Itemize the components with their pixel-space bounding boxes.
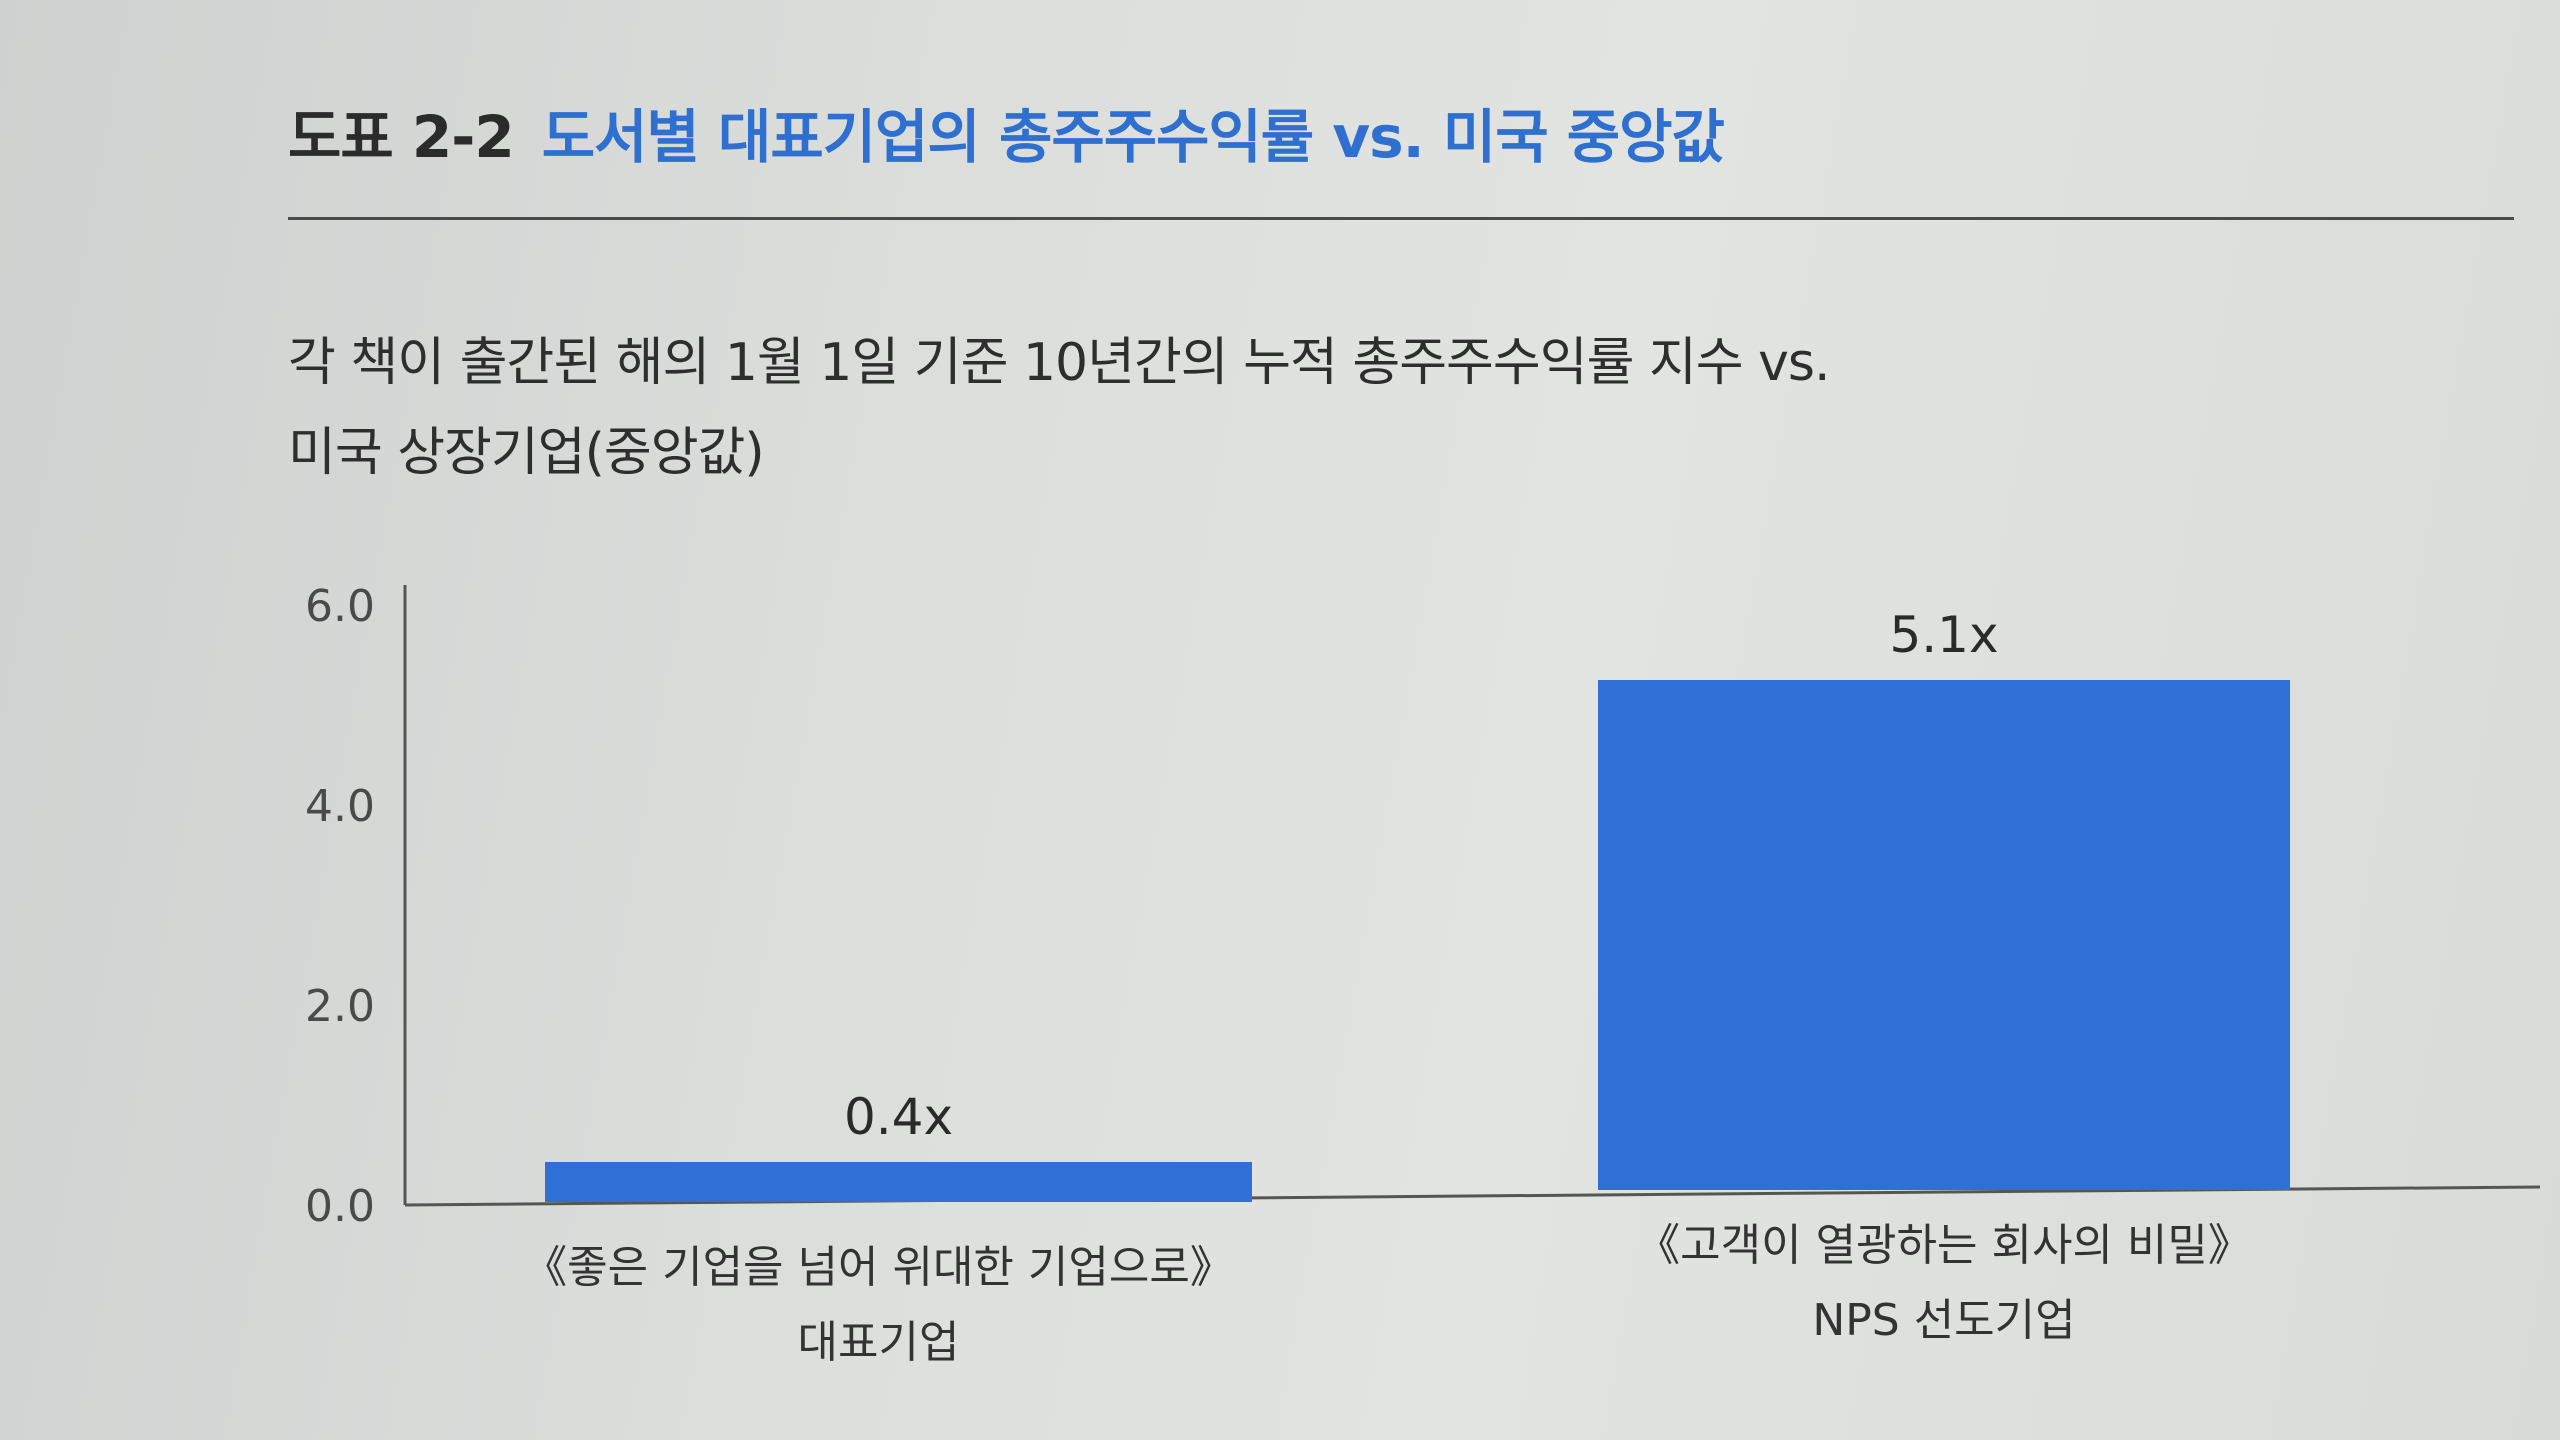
- figure-header: 도표 2-2 도서별 대표기업의 총주주수익률 vs. 미국 중앙값: [288, 90, 1725, 180]
- bar-2: [1598, 680, 2290, 1190]
- y-tick-label: 6.0: [305, 581, 375, 632]
- bar-1: [545, 1162, 1252, 1202]
- bars: [545, 680, 2290, 1202]
- category-label-2-line-1: 《고객이 열광하는 회사의 비밀》: [1636, 1220, 2252, 1271]
- y-tick-label: 2.0: [305, 981, 375, 1032]
- figure-number: 도표 2-2: [288, 103, 515, 171]
- category-label-2-line-2: NPS 선도기업: [1812, 1295, 2075, 1346]
- category-label-1-line-2: 대표기업: [798, 1317, 960, 1368]
- category-labels: 《좋은 기업을 넘어 위대한 기업으로》 대표기업 《고객이 열광하는 회사의 비밀…: [523, 1220, 2252, 1368]
- data-label-1: 0.4x: [844, 1088, 953, 1146]
- y-axis: 0.0 2.0 4.0 6.0: [305, 581, 407, 1232]
- figure-title: 도서별 대표기업의 총주주수익률 vs. 미국 중앙값: [541, 103, 1725, 171]
- subtitle-line-2: 미국 상장기업(중앙값): [288, 423, 765, 483]
- data-label-2: 5.1x: [1889, 606, 1998, 664]
- subtitle-line-1: 각 책이 출간된 해의 1월 1일 기준 10년간의 누적 총주주수익률 지수 …: [288, 333, 1831, 393]
- chart-subtitle: 각 책이 출간된 해의 1월 1일 기준 10년간의 누적 총주주수익률 지수 …: [288, 318, 2388, 498]
- y-tick-label: 4.0: [305, 781, 375, 832]
- data-labels: 0.4x 5.1x: [844, 606, 1999, 1146]
- category-label-1-line-1: 《좋은 기업을 넘어 위대한 기업으로》: [523, 1242, 1234, 1293]
- header-divider: [288, 217, 2514, 220]
- y-tick-label: 0.0: [305, 1181, 375, 1232]
